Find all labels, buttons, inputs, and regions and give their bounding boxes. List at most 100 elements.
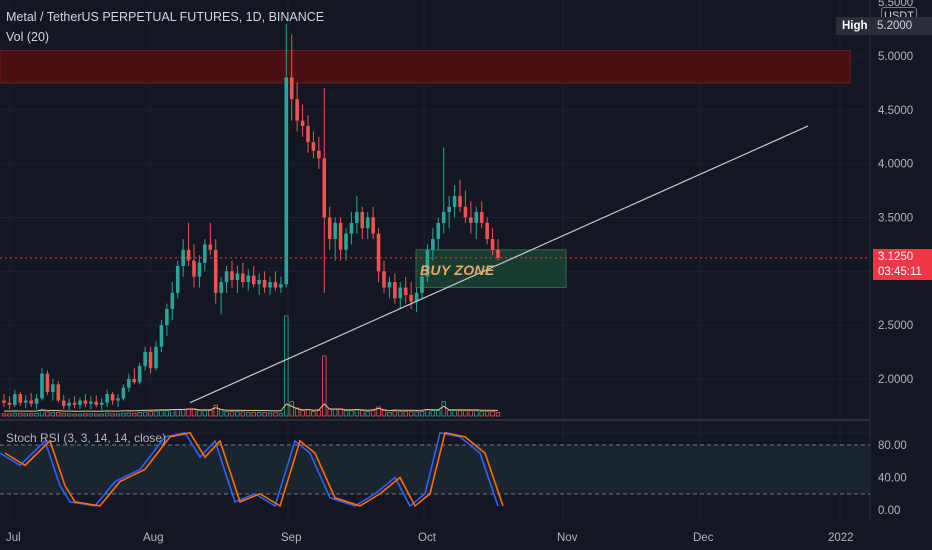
candle-body: [235, 273, 240, 280]
time-tick-label: Jul: [6, 532, 21, 544]
volume-bar: [430, 410, 436, 417]
candle-body: [382, 271, 386, 288]
time-tick-label: Aug: [143, 532, 163, 544]
candle-body: [479, 212, 484, 223]
time-tick-label: 2022: [828, 532, 854, 544]
volume-bar: [349, 410, 354, 417]
current-price-tag: 3.1250: [873, 249, 932, 265]
candle-body: [284, 77, 289, 285]
volume-bar: [446, 410, 452, 417]
volume-bar: [294, 407, 300, 417]
candle-body: [322, 158, 327, 218]
candle-body: [306, 125, 310, 143]
volume-series: [1, 315, 501, 417]
volume-bar: [278, 412, 284, 417]
time-tick-label: Oct: [418, 532, 437, 544]
candle-body: [175, 265, 180, 293]
volume-bar: [197, 410, 202, 417]
volume-bar: [142, 411, 148, 417]
high-value: 5.2000: [873, 17, 932, 35]
candle-body: [376, 233, 381, 272]
candle-body: [371, 217, 375, 234]
stoch-tick-label: 0.00: [878, 505, 900, 517]
candle-body: [230, 271, 234, 280]
volume-bar: [311, 411, 316, 417]
volume-bar: [159, 410, 164, 417]
volume-bar: [490, 411, 495, 417]
volume-bar: [23, 413, 28, 417]
resistance-zone[interactable]: [0, 50, 851, 84]
price-tick-label-partial: 5.5000: [878, 0, 913, 9]
volume-bar: [56, 411, 61, 417]
buy-zone-rect[interactable]: [415, 249, 567, 288]
stoch-axis[interactable]: 80.00 40.00 0.00: [878, 440, 907, 517]
volume-bar: [468, 410, 474, 417]
volume-bar: [137, 411, 142, 417]
candle-body: [441, 212, 446, 223]
candle-body: [143, 352, 147, 367]
candle-body: [409, 295, 413, 302]
candle-body: [496, 249, 500, 258]
candle-body: [458, 195, 462, 207]
candle-body: [279, 284, 283, 288]
volume-bar: [452, 410, 457, 417]
volume-bar: [213, 404, 218, 417]
candle-body: [137, 366, 142, 383]
candle-body: [393, 282, 397, 299]
volume-bar: [104, 412, 110, 417]
candle-body: [186, 249, 191, 261]
volume-bar: [126, 412, 132, 417]
candle-body: [262, 279, 267, 288]
volume-bar: [208, 410, 213, 417]
volume-bar: [7, 413, 12, 417]
candle-body: [72, 402, 77, 405]
volume-bar: [289, 401, 294, 417]
volume-bar: [484, 411, 490, 417]
volume-bar: [148, 411, 153, 417]
price-tick-label: 2.0000: [878, 374, 913, 386]
candle-body: [447, 206, 451, 213]
candle-body: [425, 249, 430, 277]
stoch-tick-label: 80.00: [878, 440, 907, 452]
price-tick-label: 4.0000: [878, 159, 913, 171]
candle-body: [398, 287, 403, 299]
volume-bar: [224, 411, 229, 417]
volume-bar: [83, 413, 88, 417]
time-tick-label: Nov: [557, 532, 578, 544]
time-tick-label: Dec: [693, 532, 714, 544]
countdown-tag: 03:45:11: [873, 264, 932, 280]
candle-body: [338, 222, 343, 250]
price-tick-label: 5.0000: [878, 51, 913, 63]
candle-body: [132, 379, 137, 383]
volume-bar: [392, 410, 398, 417]
volume-legend[interactable]: Vol (20): [6, 30, 50, 44]
candle-body: [78, 400, 82, 405]
stoch-k-line: [0, 431, 499, 508]
buy-zone-label: BUY ZONE: [420, 262, 495, 278]
candle-body: [251, 275, 256, 285]
trendline[interactable]: [189, 125, 809, 404]
candle-body: [420, 276, 424, 293]
volume-bar: [229, 411, 235, 417]
time-axis[interactable]: Jul Aug Sep Oct Nov Dec 2022: [6, 532, 854, 544]
candle-body: [414, 292, 419, 302]
volume-bar: [370, 410, 376, 417]
volume-bar: [39, 410, 45, 417]
volume-bar: [403, 411, 408, 417]
stoch-rsi-legend[interactable]: Stoch RSI (3, 3, 14, 14, close): [6, 431, 167, 445]
candle-body: [213, 249, 218, 293]
candle-body: [34, 398, 39, 404]
volume-bar: [121, 412, 126, 417]
volume-bar: [436, 410, 441, 417]
chart-title[interactable]: Metal / TetherUS PERPETUAL FUTURES, 1D, …: [6, 10, 325, 24]
candle-body: [208, 244, 213, 250]
volume-bar: [419, 411, 425, 417]
candlestick-series: [2, 23, 500, 412]
candle-body: [355, 212, 359, 223]
volume-ma-line: [4, 403, 499, 412]
candle-body: [469, 217, 473, 223]
candle-body: [18, 394, 23, 403]
volume-bar: [34, 413, 39, 417]
volume-bar: [343, 410, 349, 417]
